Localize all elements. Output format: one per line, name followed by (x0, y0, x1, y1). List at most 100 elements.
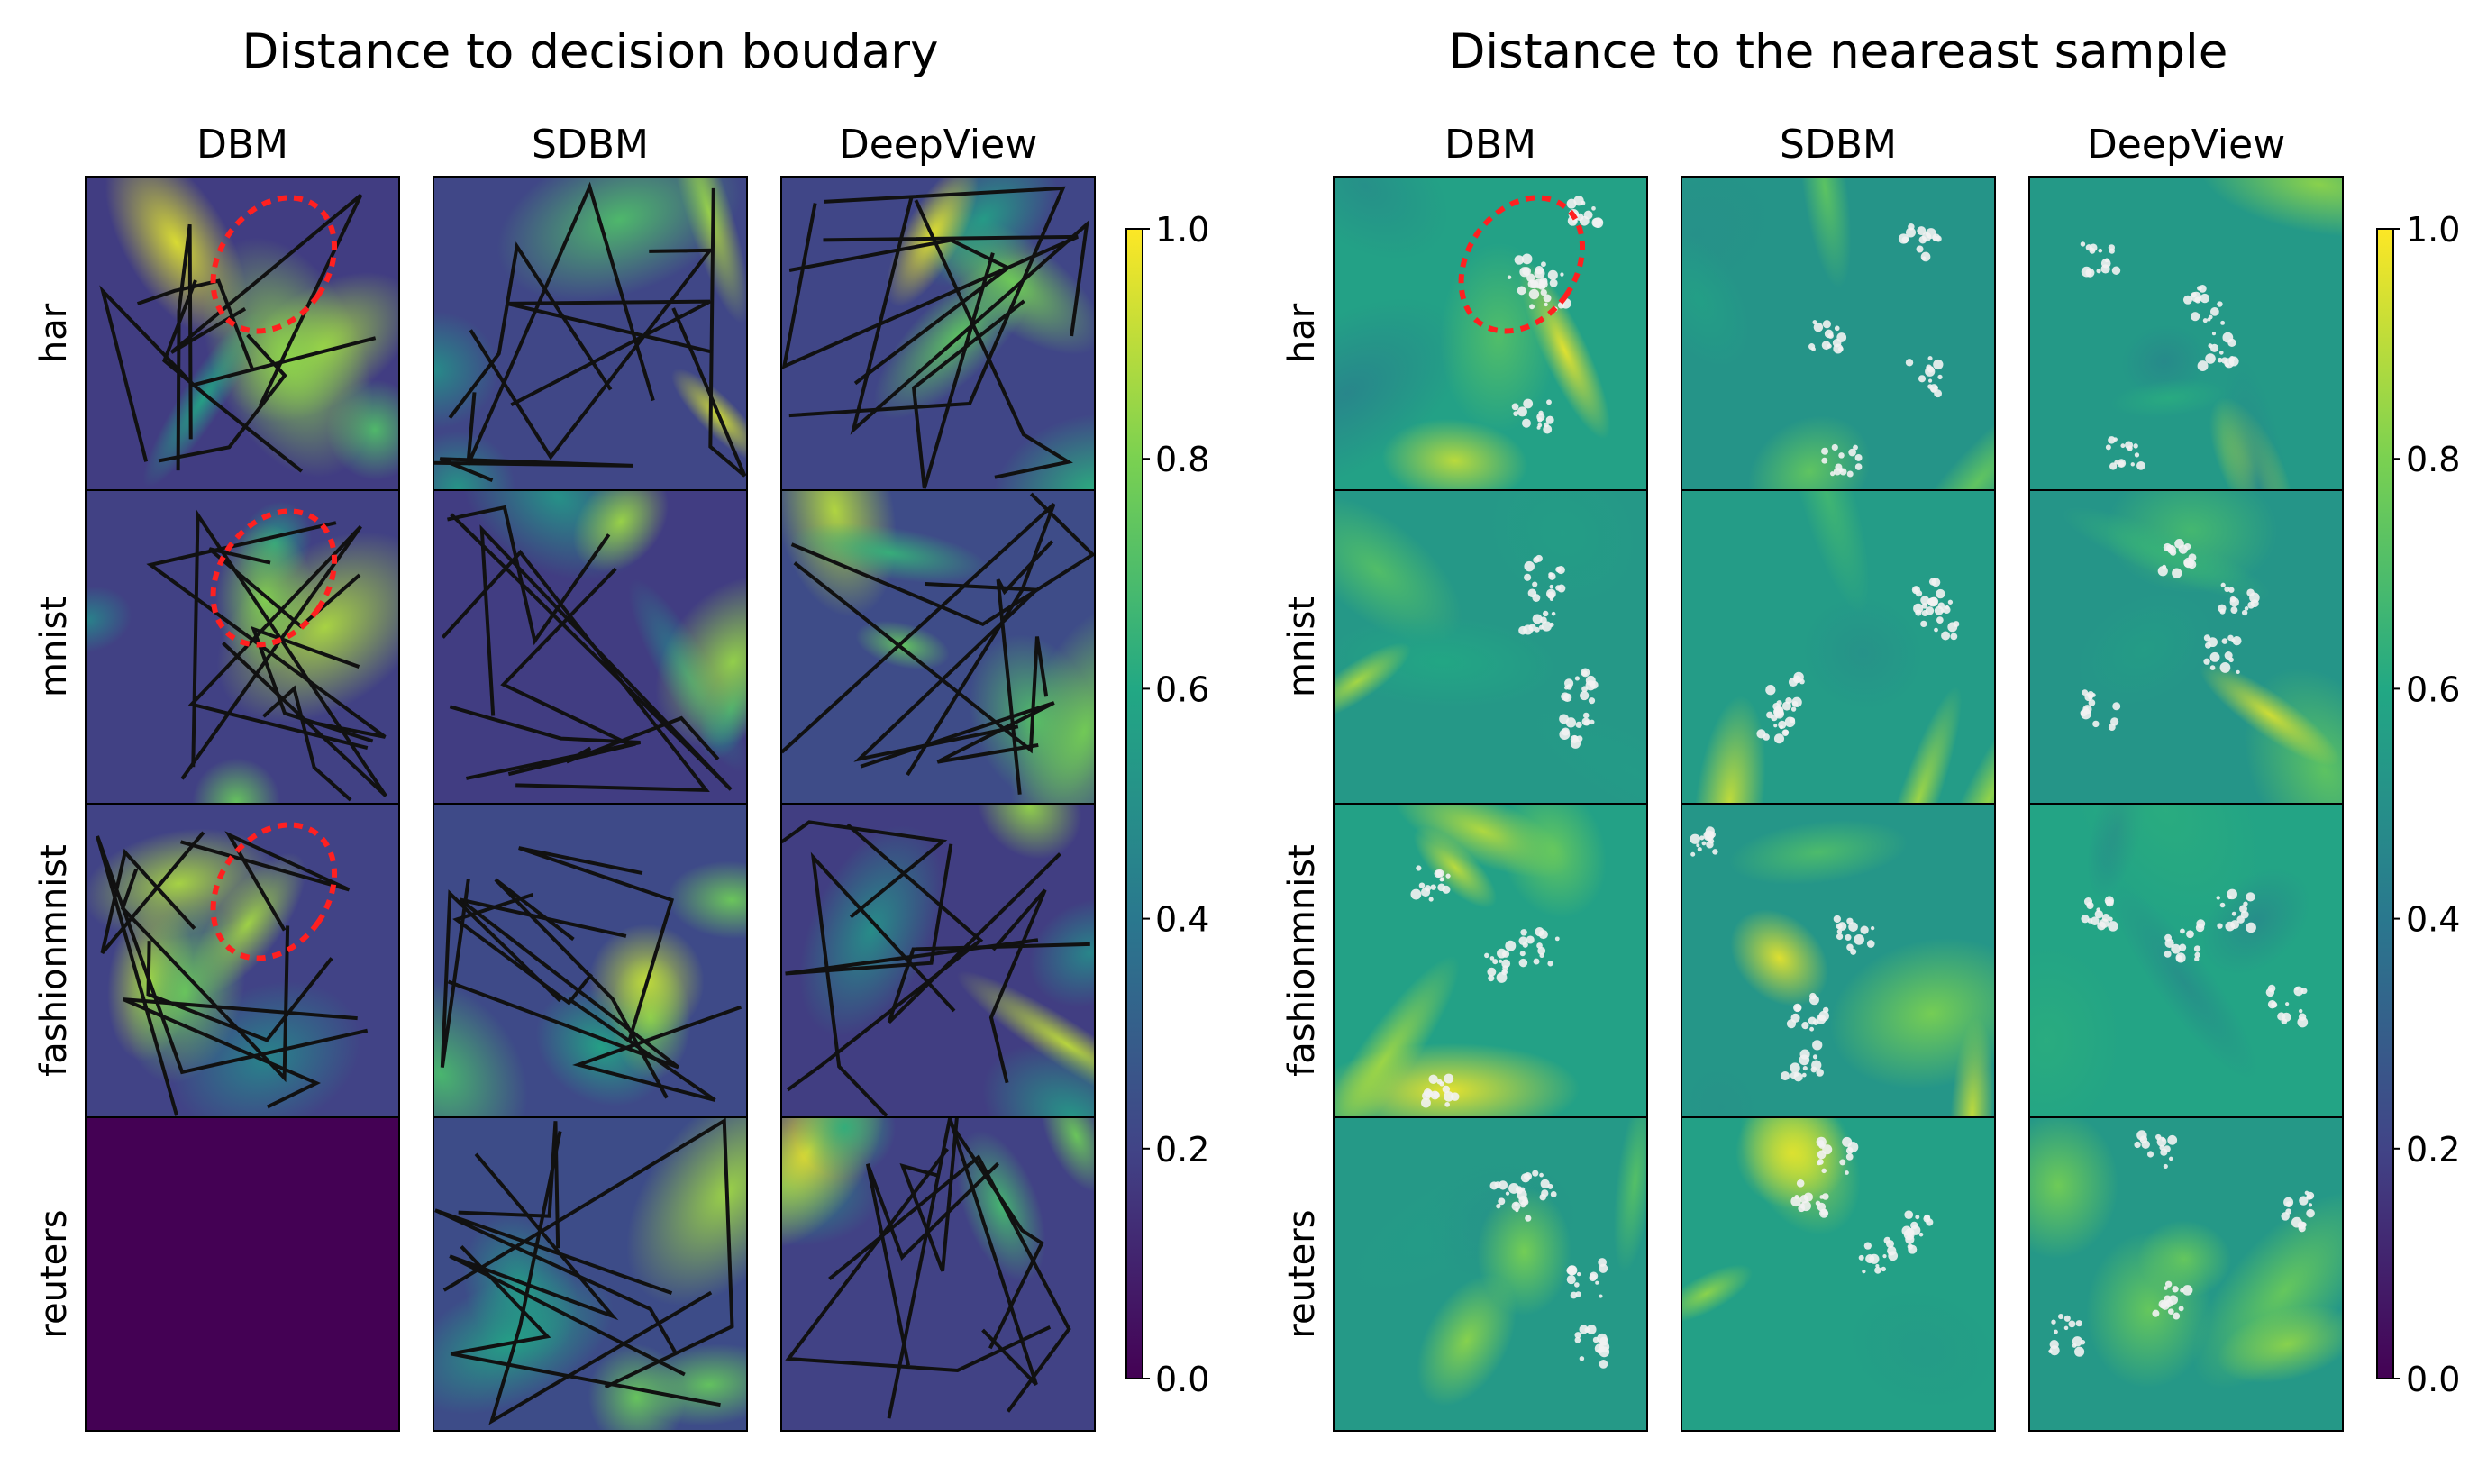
sample-point (2217, 301, 2223, 307)
sample-point (1831, 443, 1838, 451)
sample-point (1498, 1197, 1506, 1206)
decision-boundary (99, 285, 377, 462)
sample-point (2267, 984, 2276, 993)
sample-point (1854, 934, 1864, 945)
sample-point (1521, 253, 1533, 265)
sample-point (1839, 1159, 1846, 1166)
sample-point (1910, 1225, 1921, 1235)
decision-boundary (887, 1117, 1038, 1419)
sample-point (1418, 882, 1426, 888)
sample-point (1690, 833, 1700, 844)
sample-point (1926, 364, 1932, 371)
sample-point (1524, 573, 1532, 581)
intensity-blob (2217, 1305, 2343, 1384)
sample-point (1931, 578, 1941, 587)
sample-point (1551, 611, 1556, 616)
sample-point (2163, 1163, 2168, 1170)
sample-point (1533, 958, 1540, 965)
heatmap-cell (2029, 804, 2343, 1117)
sample-point (1588, 697, 1596, 705)
decision-boundary (785, 1147, 1052, 1372)
intensity-blob (1748, 415, 1871, 490)
sample-point (1782, 729, 1790, 735)
sample-point (2164, 1145, 2171, 1153)
intensity-blob (1681, 177, 1781, 305)
sample-point (1845, 933, 1852, 941)
sample-point (1821, 341, 1831, 351)
sample-point (2230, 606, 2238, 615)
sample-point (2087, 918, 2093, 924)
sample-point (2173, 1312, 2181, 1320)
heatmap-cell (1334, 490, 1647, 804)
colorbar-tick-label: 0.6 (2406, 669, 2460, 709)
sample-point (2091, 693, 2096, 697)
intensity-blob (1334, 298, 1465, 488)
sample-point (1529, 304, 1535, 310)
sample-point (2109, 462, 2118, 470)
decision-boundary (169, 193, 363, 406)
sample-point (1920, 620, 1927, 628)
decision-boundary (449, 705, 641, 780)
sample-point (1526, 273, 1535, 283)
sample-point (2164, 1286, 2168, 1290)
sample-point (2175, 952, 2186, 963)
sample-point (1549, 278, 1558, 287)
intensity-blob (956, 970, 1095, 1117)
sample-point (1570, 734, 1579, 743)
sample-point (2191, 312, 2200, 322)
sample-point (2285, 1201, 2292, 1207)
sample-point (1913, 587, 1918, 593)
sample-point (1785, 696, 1792, 705)
sample-point (1522, 267, 1532, 276)
sample-point (1508, 1183, 1519, 1194)
sample-point (1845, 1170, 1849, 1175)
sample-point (2178, 1306, 2184, 1312)
sample-point (2293, 986, 2304, 997)
heatmap-cell (2029, 490, 2343, 804)
intensity-blob (2200, 663, 2340, 766)
sample-point (2209, 665, 2216, 670)
decision-boundary (948, 1120, 1044, 1350)
sample-point (1501, 959, 1511, 969)
sample-point (1850, 948, 1857, 955)
sample-point (1853, 444, 1858, 451)
decision-boundary (781, 502, 1056, 777)
sample-point (2172, 1286, 2179, 1293)
heatmap-cell (433, 177, 747, 490)
sample-point (1801, 1072, 1807, 1078)
sample-point (2146, 1151, 2154, 1158)
sample-point (2074, 1346, 2085, 1357)
intensity-blob (572, 490, 670, 573)
sample-point (1507, 275, 1512, 279)
column-label: DBM (1444, 122, 1536, 168)
sample-point (1701, 841, 1707, 846)
sample-point (2203, 658, 2210, 665)
sample-point (1442, 885, 1451, 894)
sample-point (2088, 695, 2093, 700)
sample-point (2179, 943, 2187, 951)
decision-boundary (788, 186, 1066, 418)
heatmap-cell (1681, 177, 1995, 490)
sample-point (1821, 457, 1828, 464)
sample-point (1781, 1071, 1790, 1081)
highlight-ellipse (210, 822, 338, 961)
column-label: SDBM (1780, 122, 1897, 168)
colorbar (1125, 228, 1143, 1379)
sample-point (1599, 1360, 1608, 1369)
sample-point (1515, 1207, 1519, 1213)
intensity-blob (2086, 1232, 2212, 1388)
sample-point (1442, 1085, 1451, 1094)
sample-point (2130, 462, 2135, 467)
heatmap-cell (433, 490, 747, 804)
sample-point (2182, 1285, 2193, 1296)
sample-point (1862, 1269, 1866, 1274)
intensity-blob (1692, 696, 1766, 804)
sample-point (1790, 1196, 1801, 1207)
decision-boundary (158, 333, 287, 463)
sample-point (1812, 1054, 1818, 1060)
sample-point (1581, 717, 1590, 726)
sample-point (1410, 888, 1422, 900)
sample-point (2089, 248, 2096, 254)
intensity-blob (655, 576, 747, 748)
sample-point (1927, 378, 1933, 383)
